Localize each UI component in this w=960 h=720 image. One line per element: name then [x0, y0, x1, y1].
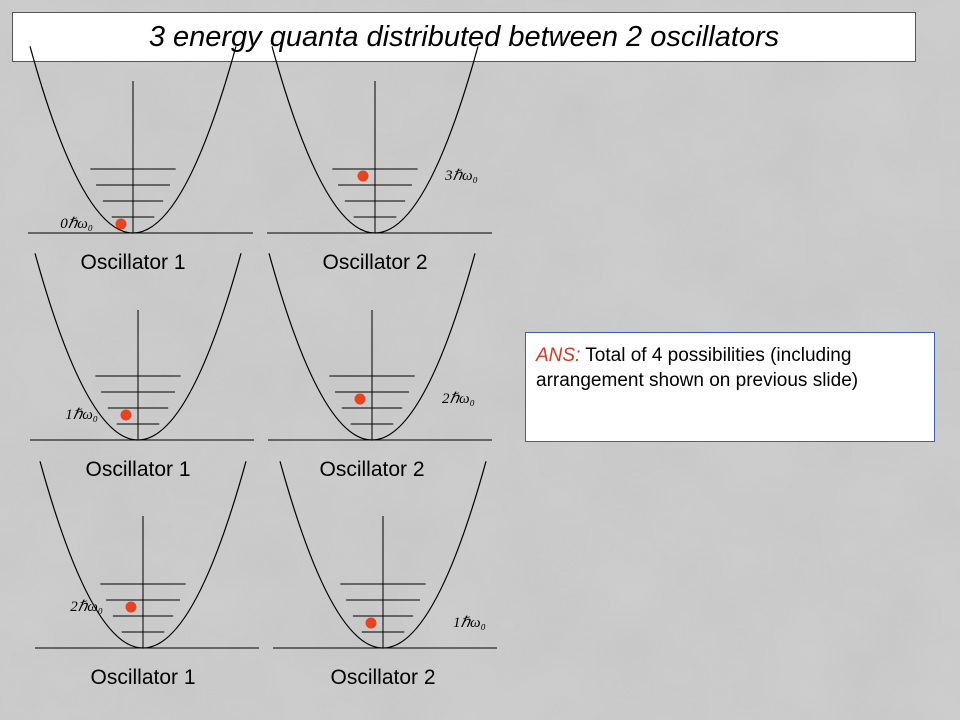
- row3-osc1-quanta-dot: [125, 601, 137, 613]
- row1-osc1-label: Oscillator 1: [80, 251, 185, 274]
- row1-osc2-label: Oscillator 2: [322, 251, 427, 274]
- row1-osc2-potential-well: [271, 46, 479, 234]
- answer-text: Total of 4 possibilities (including arra…: [536, 345, 859, 391]
- row2-osc2-label: Oscillator 2: [319, 458, 424, 481]
- row2-osc1-label: Oscillator 1: [85, 458, 190, 481]
- row2-osc1-potential-well: [34, 253, 242, 441]
- row1-osc2-quanta-dot: [357, 170, 369, 182]
- row2-osc1-quanta-dot: [120, 409, 132, 421]
- row2-osc2-potential-well: [268, 253, 476, 441]
- row1-osc1-potential-well: [29, 46, 237, 234]
- row3-osc1-energy-label: 2ℏω₀: [70, 599, 103, 615]
- title-box: 3 energy quanta distributed between 2 os…: [12, 12, 916, 62]
- row1-osc1-energy-label: 0ℏω₀: [60, 216, 93, 232]
- slide-title: 3 energy quanta distributed between 2 os…: [148, 20, 780, 53]
- row2-osc2-energy-label: 2ℏω₀: [442, 391, 475, 407]
- row1-osc1-quanta-dot: [115, 218, 127, 230]
- row3-osc2-energy-label: 1ℏω₀: [453, 615, 486, 631]
- row1-osc2-energy-label: 3ℏω₀: [444, 168, 478, 184]
- row2-osc1-energy-label: 1ℏω₀: [65, 407, 98, 423]
- answer-box: ANS: Total of 4 possibilities (including…: [525, 332, 935, 442]
- row3-osc2-potential-well: [279, 461, 487, 649]
- row3-osc1-label: Oscillator 1: [90, 666, 195, 689]
- row3-osc2-label: Oscillator 2: [330, 666, 435, 689]
- row3-osc2-quanta-dot: [365, 617, 377, 629]
- answer-prefix: ANS:: [536, 345, 581, 366]
- row3-osc1-potential-well: [39, 461, 247, 649]
- row2-osc2-quanta-dot: [354, 393, 366, 405]
